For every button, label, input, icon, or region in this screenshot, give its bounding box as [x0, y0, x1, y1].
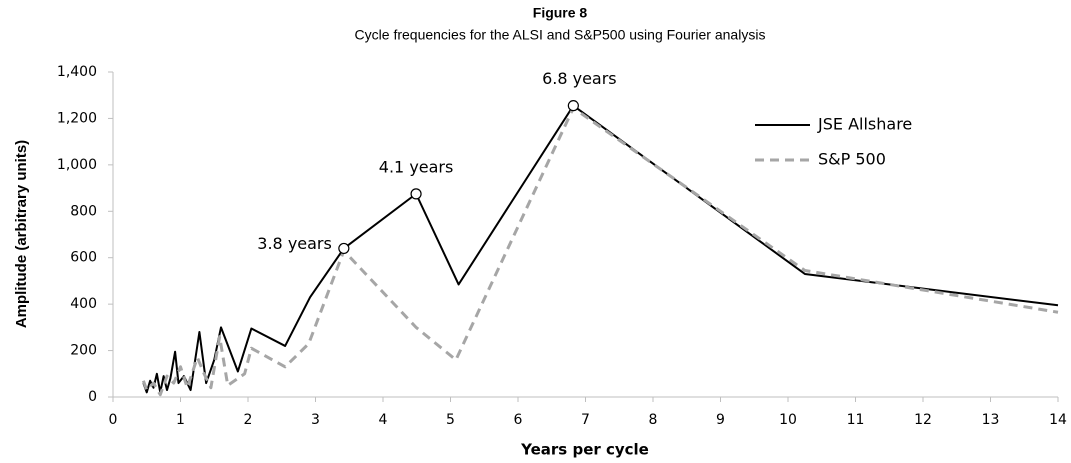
x-tick-label: 8	[649, 412, 658, 428]
x-axis-label: Years per cycle	[520, 441, 649, 459]
x-tick-label: 3	[311, 412, 320, 428]
x-tick-label: 4	[379, 412, 388, 428]
annotation: 4.1 years	[379, 157, 454, 176]
line-series	[141, 106, 1059, 397]
y-tick-label: 1,400	[57, 64, 97, 80]
line-series	[142, 104, 1059, 394]
y-tick-label: 800	[70, 203, 97, 219]
x-tick-label: 6	[514, 412, 523, 428]
x-tick-label: 11	[847, 412, 865, 428]
chart-title: Figure 8	[533, 5, 588, 21]
y-axis-label: Amplitude (arbitrary units)	[13, 140, 30, 328]
y-tick-label: 0	[88, 389, 97, 405]
legend-label: S&P 500	[818, 150, 886, 169]
x-tick-label: 2	[244, 412, 253, 428]
x-tick-label: 13	[982, 412, 1000, 428]
chart-subtitle: Cycle frequencies for the ALSI and S&P50…	[355, 27, 766, 43]
annotation-marker	[410, 188, 422, 200]
x-tick-label: 14	[1049, 412, 1067, 428]
annotation: 6.8 years	[542, 69, 617, 88]
annotation-marker	[338, 242, 350, 255]
y-tick-label: 400	[70, 296, 97, 312]
y-tick-label: 1,000	[57, 157, 97, 173]
annotation: 3.8 years	[257, 234, 332, 253]
x-tick-label: 9	[716, 412, 725, 428]
x-tick-label: 7	[581, 412, 590, 428]
annotation-marker	[567, 100, 579, 112]
x-tick-label: 5	[446, 412, 455, 428]
legend-label: JSE Allshare	[817, 115, 912, 134]
x-tick-label: 0	[109, 412, 118, 428]
x-tick-label: 1	[176, 412, 185, 428]
y-tick-label: 1,200	[57, 110, 97, 126]
x-tick-label: 12	[914, 412, 932, 428]
y-tick-label: 600	[70, 250, 97, 266]
x-tick-label: 10	[779, 412, 797, 428]
y-tick-label: 200	[70, 343, 97, 359]
